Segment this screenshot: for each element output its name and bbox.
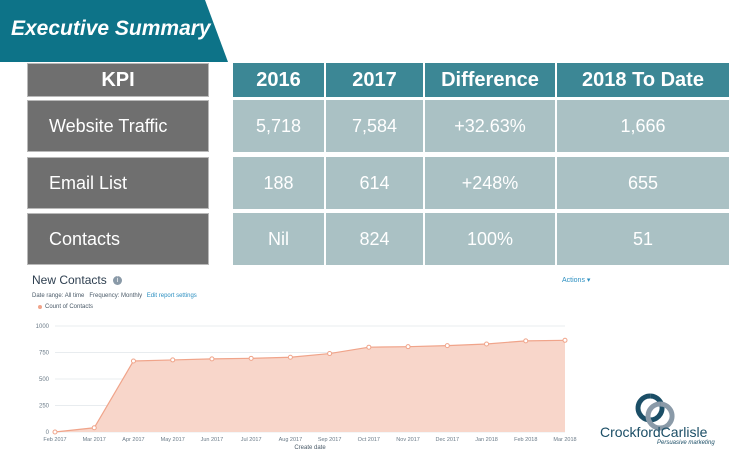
frequency: Frequency: Monthly (89, 293, 143, 299)
data-point (91, 425, 97, 431)
x-tick-label: Oct 2017 (358, 437, 380, 443)
cell-website-2017: 7,584 (326, 100, 425, 152)
data-point (52, 429, 58, 435)
edit-report-settings-link[interactable]: Edit report settings (146, 293, 197, 299)
legend-label: Count of Contacts (45, 304, 94, 310)
data-point (444, 343, 450, 349)
data-point (405, 344, 411, 350)
legend-marker (38, 305, 42, 309)
y-tick-label: 250 (39, 404, 50, 410)
data-point (248, 355, 254, 361)
crockford-carlisle-logo (635, 393, 675, 431)
data-point (366, 344, 372, 350)
x-tick-label: Feb 2018 (514, 437, 537, 443)
area-fill (55, 340, 565, 432)
y-tick-label: 500 (39, 377, 50, 383)
y-tick-label: 750 (39, 351, 50, 357)
x-tick-label: Sep 2017 (318, 437, 342, 443)
info-icon[interactable]: i (113, 276, 123, 286)
data-point (523, 338, 529, 344)
header-2016: 2016 (233, 63, 326, 97)
chart-legend: Count of Contacts (38, 304, 93, 310)
x-tick-label: Nov 2017 (396, 437, 420, 443)
x-axis-label: Create date (294, 445, 326, 451)
data-point (170, 357, 176, 363)
x-tick-label: Feb 2017 (43, 437, 66, 443)
cell-website-2018: 1,666 (557, 100, 729, 152)
header-2017: 2017 (326, 63, 425, 97)
data-point (209, 356, 215, 362)
x-tick-label: Jun 2017 (201, 437, 224, 443)
logo-wordmark: CrockfordCarlisle (600, 424, 708, 440)
report-meta: Date range: All time Frequency: Monthly … (32, 293, 197, 299)
x-tick-label: Mar 2017 (83, 437, 106, 443)
logo-tagline: Persuasive marketing (657, 440, 715, 446)
cell-website-difference: +32.63% (425, 100, 557, 152)
cell-contacts-2016: Nil (233, 213, 326, 265)
actions-dropdown[interactable]: Actions ▾ (562, 277, 591, 284)
row-label-website-traffic: Website Traffic (27, 100, 209, 152)
data-point (327, 351, 333, 357)
date-range: Date range: All time (32, 293, 85, 299)
cell-contacts-2018: 51 (557, 213, 729, 265)
x-tick-label: Dec 2017 (436, 437, 460, 443)
kpi-header: KPI (27, 63, 209, 97)
row-label-email-list: Email List (27, 157, 209, 209)
x-tick-label: Jan 2018 (475, 437, 498, 443)
cell-website-2016: 5,718 (233, 100, 326, 152)
cell-email-2016: 188 (233, 157, 326, 209)
cell-contacts-difference: 100% (425, 213, 557, 265)
x-tick-label: Jul 2017 (241, 437, 262, 443)
cell-email-2018: 655 (557, 157, 729, 209)
report-title-text: New Contacts (32, 273, 107, 287)
x-tick-label: Apr 2017 (122, 437, 144, 443)
cell-email-difference: +248% (425, 157, 557, 209)
new-contacts-chart: 0 250 500 750 1000 Feb 2017 Mar 2017 Apr 2017 Ma… (36, 324, 577, 451)
page-title: Executive Summary (11, 17, 211, 40)
data-point (484, 341, 490, 347)
data-point (287, 354, 293, 360)
x-tick-label: Aug 2017 (279, 437, 303, 443)
header-2018-to-date: 2018 To Date (557, 63, 729, 97)
cell-contacts-2017: 824 (326, 213, 425, 265)
header-difference: Difference (425, 63, 557, 97)
cell-email-2017: 614 (326, 157, 425, 209)
data-point (562, 337, 568, 343)
report-title: New Contacts i (32, 273, 123, 287)
title-banner (0, 0, 228, 62)
x-tick-label: May 2017 (161, 437, 185, 443)
data-point (130, 358, 136, 364)
x-tick-label: Mar 2018 (553, 437, 576, 443)
y-tick-label: 1000 (36, 324, 50, 330)
series-line (54, 339, 566, 433)
logo-ring-grey (645, 401, 675, 431)
y-tick-label: 0 (46, 430, 50, 436)
row-label-contacts: Contacts (27, 213, 209, 265)
